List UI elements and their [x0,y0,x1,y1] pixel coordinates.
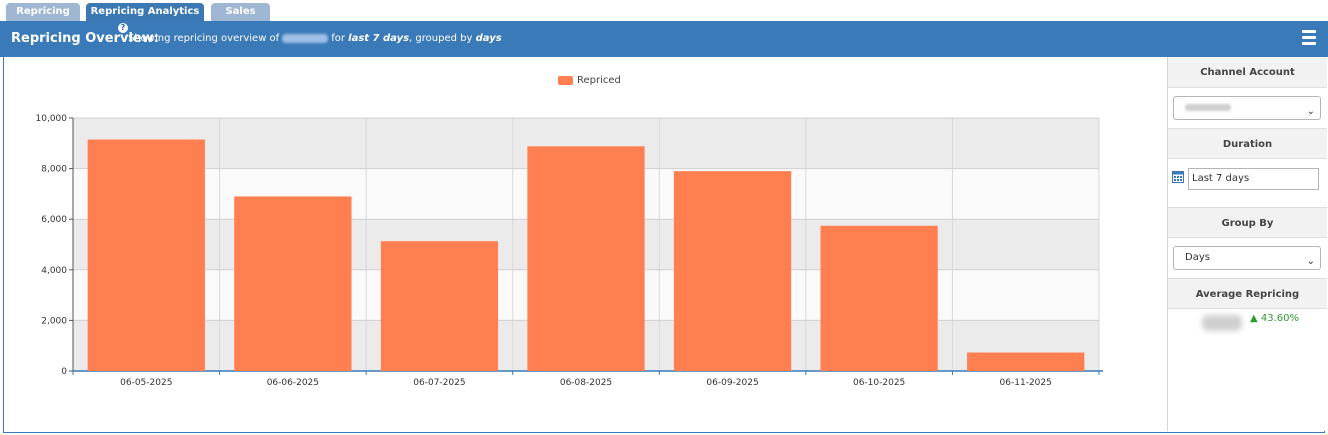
tab-bar: Repricing Repricing Analytics Sales [0,0,1328,21]
bar [87,139,205,371]
bar [234,196,352,371]
bar [967,352,1085,371]
calendar-icon[interactable] [1172,170,1184,183]
y-tick-label: 4,000 [41,266,67,276]
subtitle-prefix: Showing repricing overview of [128,33,280,44]
x-tick-label: 06-08-2025 [560,378,612,388]
bar [527,146,645,371]
average-change: ▲ 43.60% [1250,313,1299,324]
duration-section: Last 7 days [1168,159,1327,207]
group-by-header: Group By [1168,207,1327,238]
y-tick-label: 8,000 [41,165,67,175]
overview-header: Repricing Overview: ? Showing repricing … [0,21,1328,57]
tab-repricing-analytics[interactable]: Repricing Analytics [86,3,204,21]
average-repricing-header: Average Repricing [1168,278,1327,309]
chart-plot: 0 2,000 4,000 6,000 8,000 10,000 06-05-2025 06-… [36,114,1103,388]
legend-label: Repriced [577,75,621,86]
x-tick-label: 06-06-2025 [267,378,319,388]
y-tick-label: 10,000 [36,114,68,124]
duration-input[interactable]: Last 7 days [1188,168,1319,190]
hamburger-icon[interactable] [1302,30,1316,46]
x-tick-label: 06-09-2025 [706,378,758,388]
overview-subtitle: Showing repricing overview of for last 7 … [128,33,502,44]
channel-account-select[interactable]: ⌄ [1173,96,1321,120]
average-repricing-section: ▲ 43.60% [1168,309,1327,349]
y-tick-label: 6,000 [41,215,67,225]
duration-header: Duration [1168,128,1327,159]
redacted-average-value [1202,315,1242,331]
redacted-channel-account [1185,103,1231,111]
x-tick-label: 06-07-2025 [413,378,465,388]
y-tick-label: 0 [61,367,67,377]
chart-legend[interactable]: Repriced [558,75,621,86]
channel-account-section: ⌄ [1168,88,1327,128]
subtitle-for: for [331,33,345,44]
redacted-account [282,33,329,43]
legend-swatch [558,75,573,85]
arrow-up-icon: ▲ [1250,313,1258,324]
page-title: Repricing Overview: [11,31,159,46]
bar [673,171,792,371]
repricing-chart: Repriced 0 2,000 4,000 6,000 8,000 10,000 06-0… [4,57,1167,431]
group-by-select[interactable]: Days ⌄ [1173,246,1321,270]
group-by-section: Days ⌄ [1168,238,1327,278]
help-icon[interactable]: ? [118,23,128,33]
x-tick-label: 06-11-2025 [1000,378,1052,388]
channel-account-header: Channel Account [1168,57,1327,88]
tab-sales[interactable]: Sales [211,3,270,21]
group-by-value: Days [1185,252,1210,263]
bar [380,241,499,371]
average-change-value: 43.60% [1260,313,1300,324]
tab-repricing[interactable]: Repricing [6,3,80,21]
subtitle-duration: last 7 days [348,33,410,44]
subtitle-grouped: , grouped by [409,33,473,44]
x-tick-label: 06-05-2025 [120,378,172,388]
chevron-down-icon: ⌄ [1306,256,1315,267]
y-tick-label: 2,000 [41,316,67,326]
main-panel: Repriced 0 2,000 4,000 6,000 8,000 10,000 06-0… [3,57,1327,433]
x-tick-label: 06-10-2025 [853,378,905,388]
subtitle-group: days [475,33,502,44]
filter-sidebar: Channel Account ⌄ Duration Last 7 days G… [1167,57,1327,431]
bar [820,225,938,371]
chevron-down-icon: ⌄ [1306,106,1315,117]
